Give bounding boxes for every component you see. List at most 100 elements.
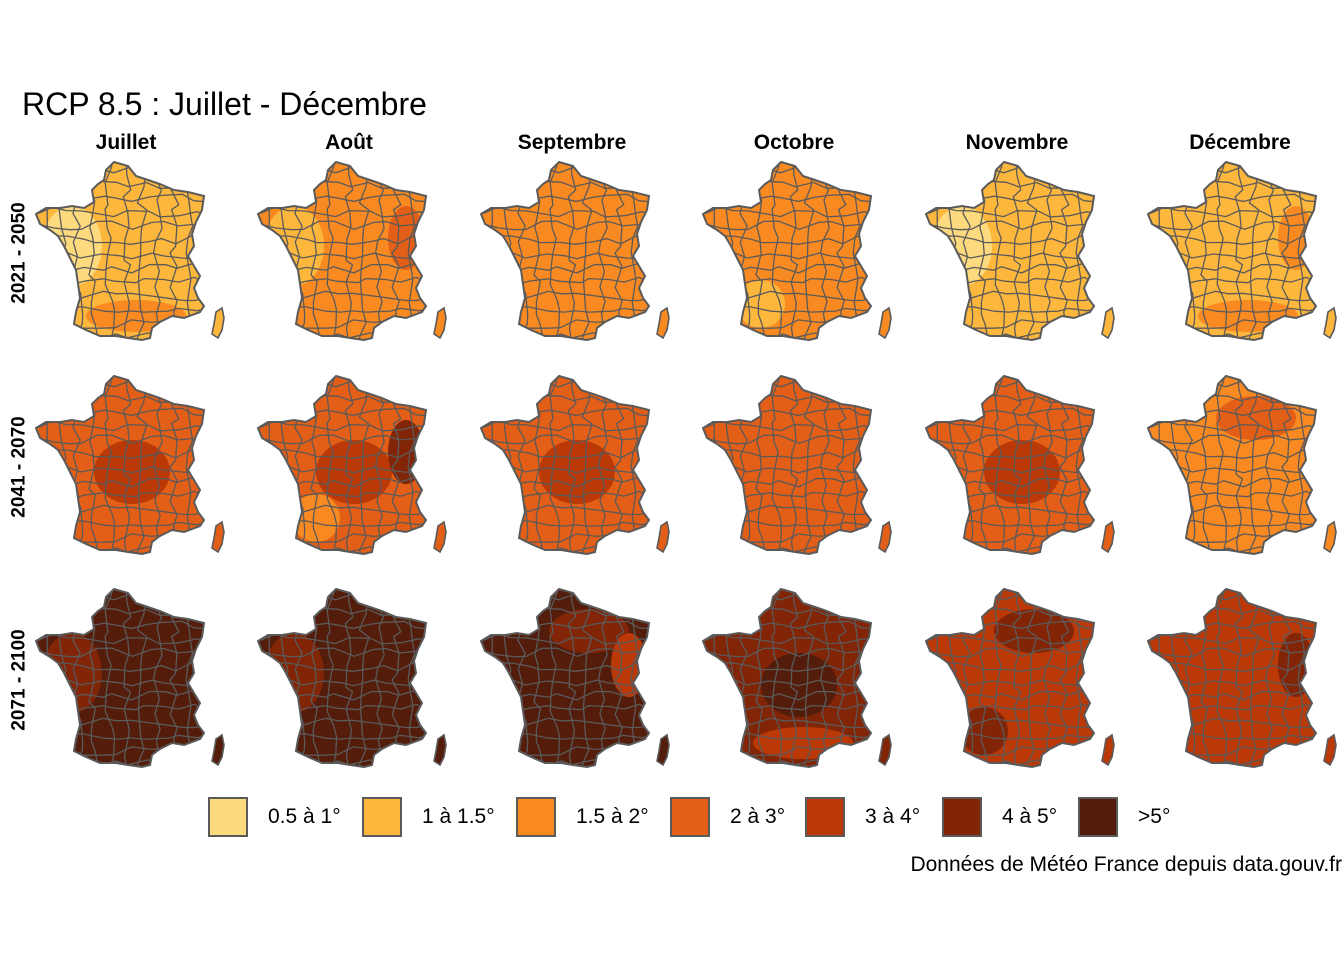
france-map bbox=[701, 374, 892, 556]
department-border bbox=[645, 376, 649, 554]
legend-swatch bbox=[516, 797, 556, 837]
country-outline bbox=[256, 374, 428, 556]
department-border bbox=[947, 162, 957, 340]
department-border bbox=[724, 589, 734, 767]
legend-item: 0.5 à 1° bbox=[208, 795, 341, 839]
corsica-region bbox=[656, 306, 670, 340]
department-border bbox=[36, 647, 204, 658]
department-cluster bbox=[1216, 396, 1296, 440]
department-border bbox=[358, 589, 370, 767]
department-border bbox=[926, 220, 1094, 231]
map-panel bbox=[34, 585, 236, 785]
row-label: 2071 - 2100 bbox=[0, 590, 40, 770]
department-border bbox=[549, 376, 561, 554]
department-border bbox=[136, 162, 148, 340]
legend-item: >5° bbox=[1078, 795, 1170, 839]
department-border bbox=[581, 376, 593, 554]
corsica-region bbox=[433, 733, 447, 767]
department-border bbox=[262, 376, 273, 554]
mainland-region bbox=[258, 589, 426, 767]
mainland-region bbox=[36, 162, 204, 340]
department-border bbox=[1026, 589, 1038, 767]
department-border bbox=[567, 589, 577, 767]
department-border bbox=[567, 162, 577, 340]
department-border bbox=[326, 589, 338, 767]
department-border bbox=[1026, 162, 1038, 340]
france-map bbox=[701, 160, 892, 342]
country-outline bbox=[701, 160, 873, 342]
department-border bbox=[258, 434, 426, 445]
corsica-region bbox=[211, 733, 225, 767]
department-border bbox=[549, 162, 561, 340]
department-border bbox=[1312, 162, 1316, 340]
department-border bbox=[36, 220, 204, 231]
france-map bbox=[1146, 587, 1337, 769]
department-border bbox=[1312, 589, 1316, 767]
department-border bbox=[645, 589, 649, 767]
department-border bbox=[326, 376, 338, 554]
department-border bbox=[258, 220, 426, 231]
department-border bbox=[1248, 589, 1260, 767]
department-border bbox=[485, 162, 496, 340]
france-map bbox=[479, 587, 670, 769]
legend-label: 1 à 1.5° bbox=[422, 805, 495, 828]
department-border bbox=[326, 162, 338, 340]
department-border bbox=[1234, 162, 1244, 340]
department-border bbox=[344, 589, 354, 767]
department-border bbox=[36, 434, 204, 445]
country-outline bbox=[479, 374, 651, 556]
map-panel bbox=[256, 585, 458, 785]
map-panel bbox=[34, 372, 236, 572]
department-border bbox=[1090, 376, 1094, 554]
department-border bbox=[1148, 220, 1316, 231]
department-border bbox=[358, 162, 370, 340]
legend-swatch bbox=[805, 797, 845, 837]
legend-item: 2 à 3° bbox=[670, 795, 785, 839]
department-border bbox=[122, 162, 132, 340]
country-outline bbox=[701, 587, 873, 769]
department-border bbox=[581, 162, 593, 340]
france-map bbox=[256, 160, 447, 342]
department-border bbox=[1090, 589, 1094, 767]
source-caption: Données de Météo France depuis data.gouv… bbox=[910, 853, 1342, 876]
france-map bbox=[924, 587, 1115, 769]
department-border bbox=[994, 589, 1006, 767]
department-border bbox=[930, 376, 941, 554]
country-outline bbox=[479, 587, 651, 769]
country-outline bbox=[34, 587, 206, 769]
column-header: Novembre bbox=[965, 131, 1069, 154]
corsica-region bbox=[433, 520, 447, 554]
map-panel bbox=[1146, 158, 1344, 358]
department-border bbox=[707, 589, 718, 767]
department-border bbox=[1012, 589, 1022, 767]
map-panel bbox=[924, 372, 1126, 572]
map-panel bbox=[924, 585, 1126, 785]
department-border bbox=[567, 376, 577, 554]
country-outline bbox=[34, 160, 206, 342]
france-map bbox=[256, 587, 447, 769]
map-panel bbox=[479, 585, 681, 785]
france-map bbox=[1146, 374, 1337, 556]
department-border bbox=[707, 376, 718, 554]
department-border bbox=[867, 376, 871, 554]
country-outline bbox=[1146, 374, 1318, 556]
department-border bbox=[481, 647, 649, 658]
row-label-text: 2041 - 2070 bbox=[9, 416, 31, 518]
legend-item: 1 à 1.5° bbox=[362, 795, 495, 839]
department-border bbox=[1148, 647, 1316, 658]
map-panel bbox=[701, 585, 903, 785]
department-border bbox=[947, 376, 957, 554]
department-border bbox=[122, 376, 132, 554]
mainland-region bbox=[1148, 589, 1316, 767]
france-map bbox=[479, 160, 670, 342]
department-border bbox=[771, 589, 783, 767]
legend-item: 4 à 5° bbox=[942, 795, 1057, 839]
mainland-region bbox=[926, 162, 1094, 340]
row-label-text: 2021 - 2050 bbox=[9, 202, 31, 304]
corsica-region bbox=[433, 306, 447, 340]
department-border bbox=[344, 376, 354, 554]
mainland-region bbox=[258, 162, 426, 340]
department-border bbox=[1216, 376, 1228, 554]
country-outline bbox=[924, 587, 1096, 769]
department-border bbox=[40, 162, 51, 340]
